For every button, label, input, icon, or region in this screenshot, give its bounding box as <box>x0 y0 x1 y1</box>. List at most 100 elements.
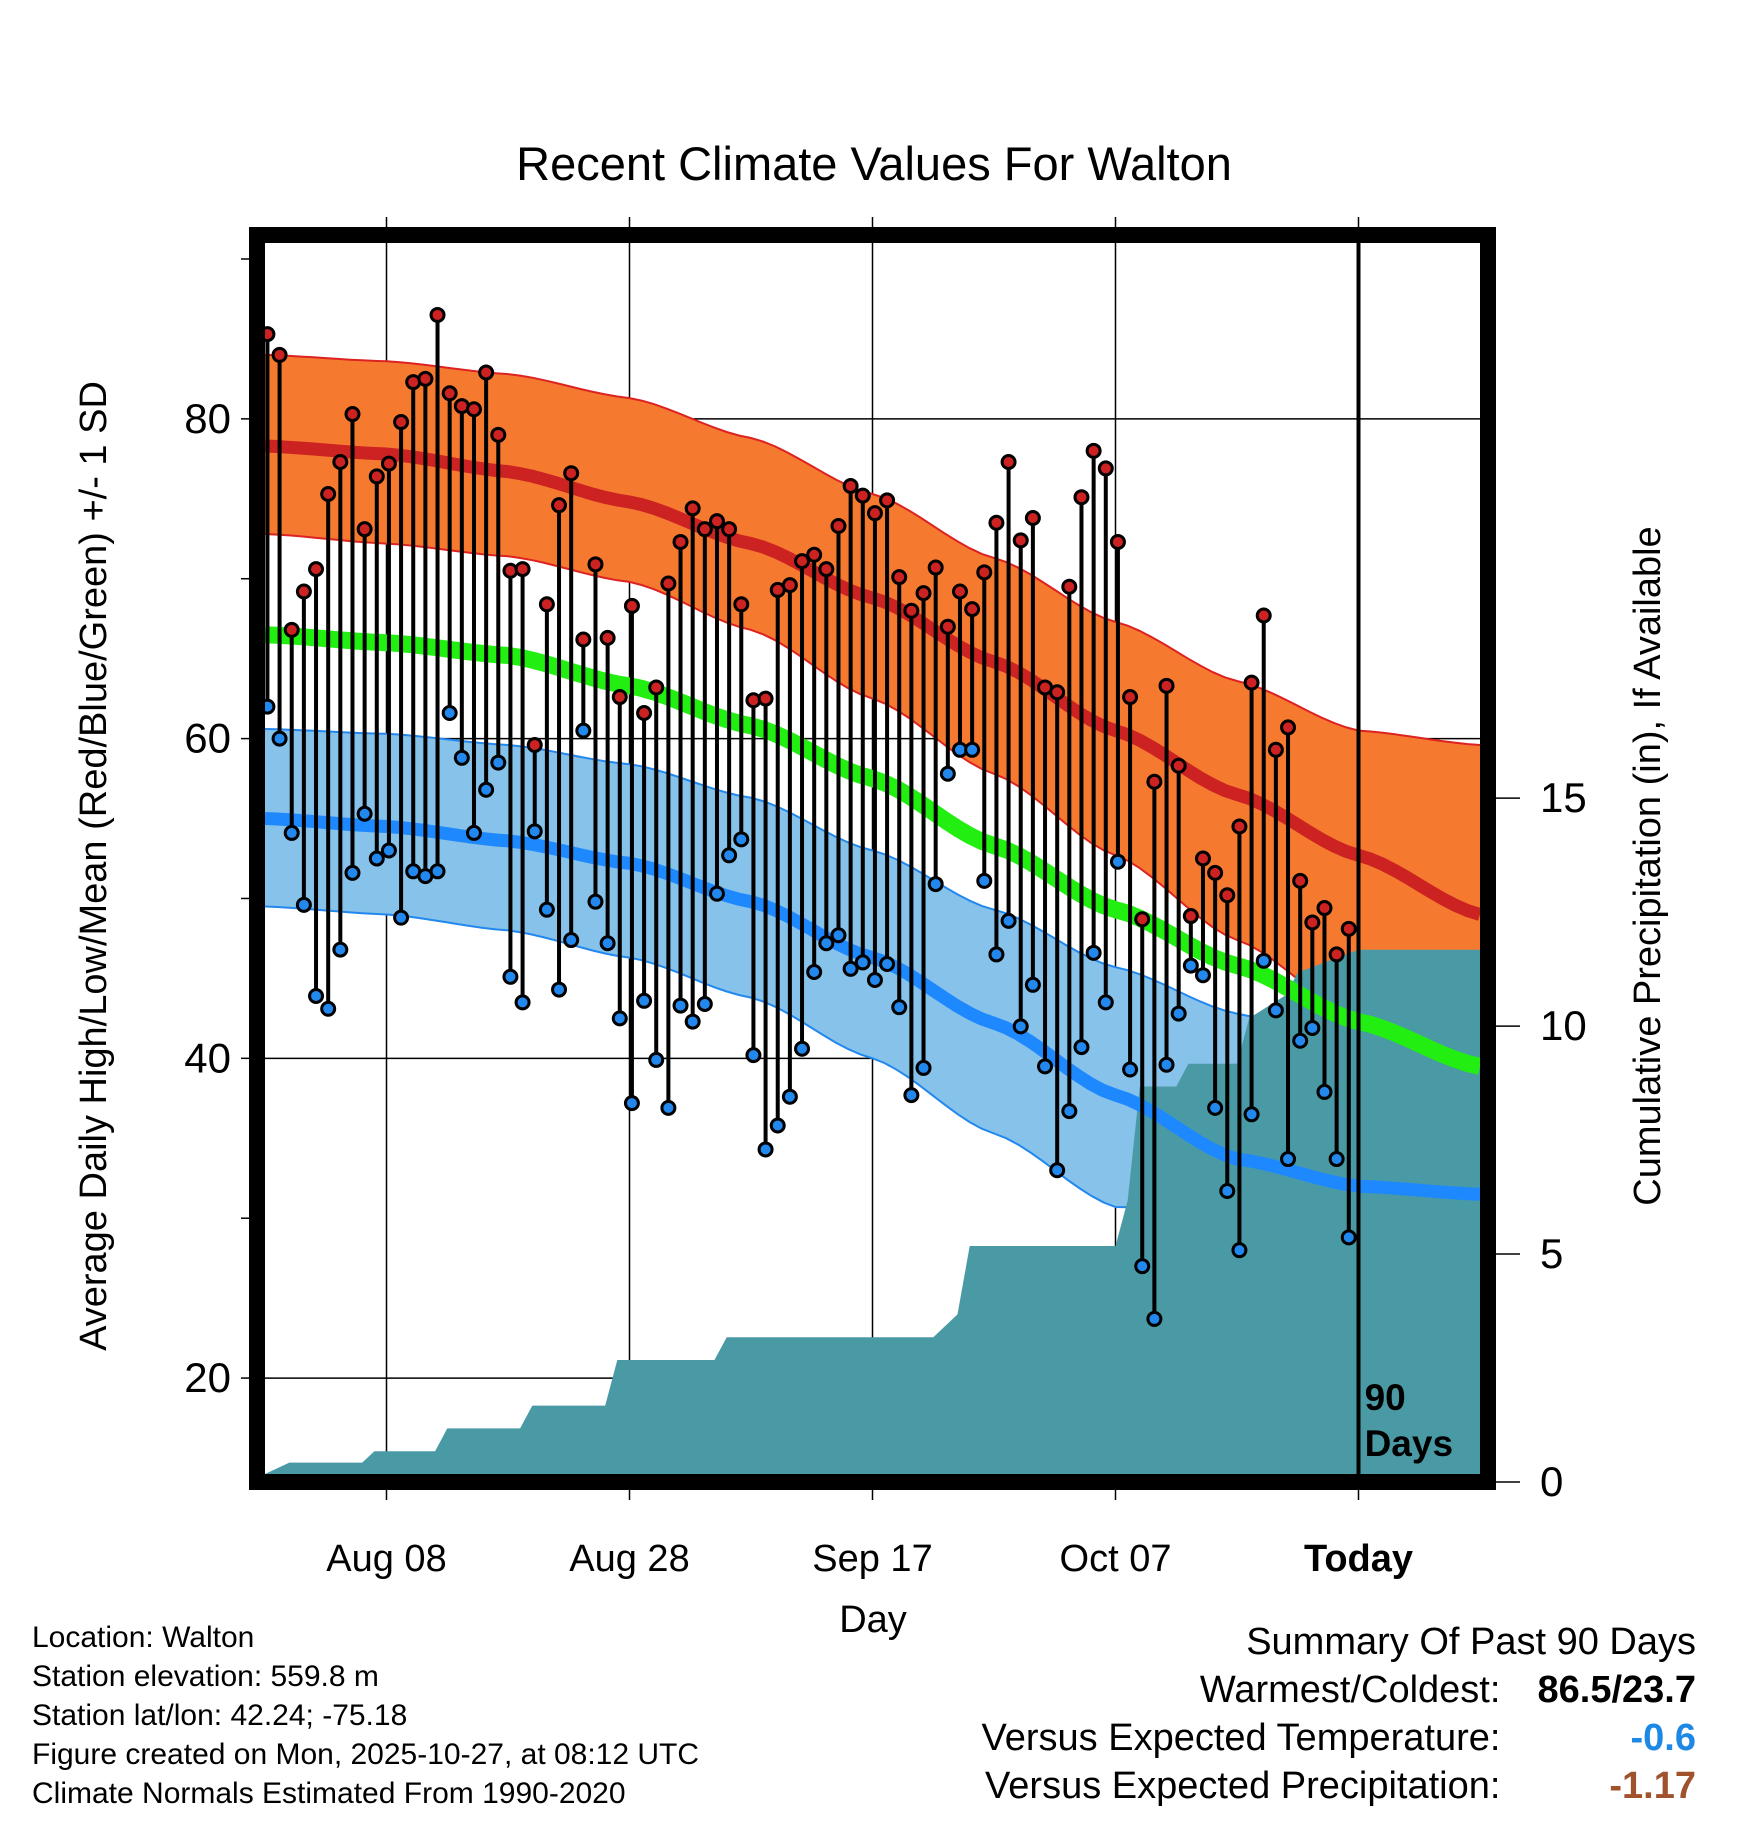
daily-low-point <box>1194 967 1211 984</box>
daily-high-point <box>1207 864 1224 881</box>
daily-low-point <box>1328 1151 1345 1168</box>
daily-high-point <box>866 505 883 522</box>
daily-low-point <box>1267 1002 1284 1019</box>
daily-low-point <box>745 1047 762 1064</box>
daily-low-point <box>344 864 361 881</box>
daily-high-point <box>526 736 543 753</box>
daily-high-point <box>842 478 859 495</box>
daily-high-point <box>368 468 385 485</box>
daily-low-point <box>478 781 495 798</box>
daily-low-point <box>1170 1005 1187 1022</box>
daily-high-point <box>1316 900 1333 917</box>
daily-low-point <box>380 842 397 859</box>
daily-high-point <box>587 556 604 573</box>
daily-low-point <box>1134 1258 1151 1275</box>
period-annotation: 90 Days <box>1365 1377 1453 1464</box>
daily-high-point <box>1292 872 1309 889</box>
daily-low-point <box>320 1000 337 1017</box>
daily-high-point <box>563 465 580 482</box>
daily-high-point <box>1280 719 1297 736</box>
daily-high-point <box>441 385 458 402</box>
daily-high-point <box>1146 773 1163 790</box>
daily-high-point <box>660 575 677 592</box>
daily-high-point <box>599 629 616 646</box>
daily-high-point <box>684 500 701 517</box>
daily-low-point <box>891 999 908 1016</box>
daily-low-point <box>356 805 373 822</box>
daily-high-point <box>478 364 495 381</box>
daily-low-point <box>672 997 689 1014</box>
warmest-coldest-value: 86.5/23.7 <box>1537 1669 1696 1711</box>
daily-low-point <box>538 901 555 918</box>
precip-label: Versus Expected Precipitation: <box>985 1765 1501 1807</box>
daily-high-point <box>1267 741 1284 758</box>
daily-low-point <box>927 876 944 893</box>
daily-high-point <box>1049 684 1066 701</box>
daily-low-point <box>1340 1229 1357 1246</box>
daily-low-point <box>526 823 543 840</box>
daily-high-point <box>380 455 397 472</box>
elevation-text: Station elevation: 559.8 m <box>32 1660 379 1693</box>
daily-high-point <box>538 596 555 613</box>
daily-high-point <box>1134 911 1151 928</box>
summary-temp-row: Versus Expected Temperature: -0.6 <box>982 1714 1696 1762</box>
daily-low-point <box>976 872 993 889</box>
daily-high-point <box>1304 914 1321 931</box>
daily-high-point <box>575 631 592 648</box>
daily-high-point <box>806 546 823 563</box>
plot-frame <box>249 227 1496 1490</box>
y-tick-label: 20 <box>184 1354 231 1401</box>
daily-low-point <box>769 1117 786 1134</box>
daily-low-point <box>1280 1151 1297 1168</box>
daily-low-point <box>490 754 507 771</box>
daily-high-point <box>976 564 993 581</box>
daily-high-point <box>1097 460 1114 477</box>
daily-low-point <box>1049 1162 1066 1179</box>
daily-high-point <box>988 514 1005 531</box>
daily-low-point <box>1231 1242 1248 1259</box>
x-tick-label: Aug 08 <box>326 1538 446 1580</box>
period-annotation-line: Days <box>1365 1423 1453 1464</box>
daily-low-point <box>915 1059 932 1076</box>
location-text: Location: Walton <box>32 1621 255 1654</box>
daily-low-point <box>502 968 519 985</box>
daily-high-point <box>794 553 811 570</box>
daily-high-point <box>939 618 956 635</box>
daily-high-point <box>265 326 276 343</box>
daily-low-point <box>1085 944 1102 961</box>
daily-high-point <box>1000 454 1017 471</box>
summary-title: Summary Of Past 90 Days <box>1246 1621 1696 1663</box>
daily-high-point <box>1219 887 1236 904</box>
daily-high-point <box>830 517 847 534</box>
daily-low-point <box>866 972 883 989</box>
daily-high-point <box>551 497 568 514</box>
daily-low-point <box>1073 1039 1090 1056</box>
daily-high-point <box>1158 677 1175 694</box>
y2-tick-label: 15 <box>1540 774 1587 821</box>
daily-low-point <box>1061 1103 1078 1120</box>
daily-low-point <box>465 824 482 841</box>
daily-high-point <box>903 602 920 619</box>
daily-high-point <box>757 690 774 707</box>
daily-low-point <box>818 935 835 952</box>
daily-low-point <box>1243 1106 1260 1123</box>
precip-value: -1.17 <box>1609 1765 1696 1807</box>
daily-low-point <box>1012 1018 1029 1035</box>
daily-high-point <box>283 621 300 638</box>
daily-high-point <box>1073 489 1090 506</box>
daily-low-point <box>733 831 750 848</box>
plot-area: 90 Days <box>265 243 1480 1474</box>
high-upper-line <box>265 353 1480 746</box>
daily-high-point <box>514 561 531 578</box>
daily-high-point <box>854 487 871 504</box>
station-info: Location: Walton Station elevation: 559.… <box>32 1618 699 1813</box>
daily-high-point <box>1340 920 1357 937</box>
daily-low-point <box>721 847 738 864</box>
period-annotation-line: 90 <box>1365 1377 1406 1418</box>
daily-low-point <box>1024 976 1041 993</box>
x-tick-label: Sep 17 <box>812 1538 932 1580</box>
daily-low-point <box>283 824 300 841</box>
daily-high-point <box>781 577 798 594</box>
daily-low-point <box>332 941 349 958</box>
